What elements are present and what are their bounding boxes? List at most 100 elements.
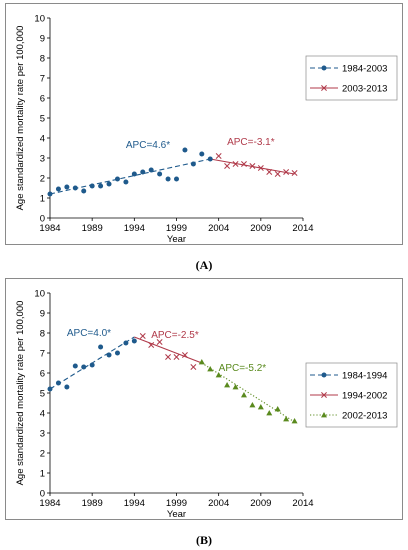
data-point-1994-2002 bbox=[190, 364, 197, 370]
data-point-1984-2003 bbox=[157, 171, 163, 177]
x-tick-label: 2014 bbox=[292, 498, 313, 509]
data-point-2002-2013 bbox=[224, 382, 231, 388]
data-point-1984-2003 bbox=[114, 176, 120, 182]
x-axis-label: Year bbox=[167, 234, 186, 244]
x-tick-label: 1999 bbox=[166, 498, 187, 509]
data-point-1984-2003 bbox=[182, 147, 188, 153]
y-tick-label: 7 bbox=[40, 349, 45, 360]
data-point-1984-1994 bbox=[72, 363, 78, 369]
legend-marker-2002-2013 bbox=[321, 412, 327, 418]
data-point-1984-1994 bbox=[81, 364, 87, 370]
caption-a: (A) bbox=[195, 258, 213, 272]
data-point-2002-2013 bbox=[232, 384, 239, 390]
legend-marker-2003-2013 bbox=[321, 85, 327, 91]
y-tick-label: 3 bbox=[40, 429, 45, 440]
y-tick-label: 0 bbox=[40, 214, 45, 225]
data-point-1984-2003 bbox=[55, 186, 61, 192]
x-tick-label: 2004 bbox=[208, 223, 229, 234]
data-point-2002-2013 bbox=[240, 392, 247, 398]
x-tick-label: 1994 bbox=[124, 498, 145, 509]
legend-entry-2002-2013: 2002-2013 bbox=[342, 411, 387, 422]
trend-line-1994-2002 bbox=[134, 336, 202, 364]
x-tick-label: 1984 bbox=[39, 223, 60, 234]
x-axis-label: Year bbox=[167, 509, 186, 519]
data-point-1984-2003 bbox=[190, 161, 196, 167]
trend-line-2002-2013 bbox=[201, 362, 295, 423]
data-point-1984-1994 bbox=[64, 384, 70, 390]
data-point-1984-1994 bbox=[98, 344, 104, 350]
x-tick-label: 1989 bbox=[82, 223, 103, 234]
data-point-2003-2013 bbox=[266, 169, 273, 175]
y-tick-label: 2 bbox=[40, 449, 45, 460]
y-axis-label: Age standardized mortality rate per 100,… bbox=[15, 26, 26, 211]
data-point-1984-2003 bbox=[123, 179, 129, 185]
data-point-2003-2013 bbox=[215, 153, 222, 159]
y-tick-label: 0 bbox=[40, 489, 45, 500]
data-point-2003-2013 bbox=[283, 169, 290, 175]
data-point-2003-2013 bbox=[232, 161, 239, 167]
data-point-2003-2013 bbox=[257, 165, 264, 171]
x-tick-label: 2004 bbox=[208, 498, 229, 509]
y-tick-label: 6 bbox=[40, 94, 45, 105]
data-point-2003-2013 bbox=[241, 161, 247, 167]
y-tick-label: 10 bbox=[34, 289, 45, 300]
x-tick-label: 1999 bbox=[166, 223, 187, 234]
y-tick-label: 4 bbox=[40, 134, 45, 145]
apc-annotation: APC=-3.1* bbox=[227, 137, 275, 148]
x-tick-label: 1994 bbox=[124, 223, 145, 234]
apc-annotation: APC=4.0* bbox=[67, 328, 111, 339]
data-point-2002-2013 bbox=[257, 404, 264, 410]
x-tick-label: 1989 bbox=[82, 498, 103, 509]
y-tick-label: 8 bbox=[40, 329, 45, 340]
data-point-2002-2013 bbox=[198, 359, 205, 365]
data-point-1984-1994 bbox=[123, 340, 129, 346]
legend-box bbox=[305, 55, 398, 101]
x-tick-label: 1984 bbox=[39, 498, 60, 509]
data-point-2002-2013 bbox=[215, 372, 222, 378]
data-point-1994-2002 bbox=[139, 333, 146, 339]
x-tick-label: 2014 bbox=[292, 223, 313, 234]
y-tick-label: 7 bbox=[40, 74, 45, 85]
data-point-2002-2013 bbox=[291, 418, 298, 424]
y-tick-label: 1 bbox=[40, 194, 45, 205]
y-tick-label: 2 bbox=[40, 174, 45, 185]
data-point-2002-2013 bbox=[249, 402, 256, 408]
data-point-1984-1994 bbox=[106, 352, 112, 358]
legend-entry-1984-2003: 1984-2003 bbox=[342, 64, 387, 75]
y-tick-label: 10 bbox=[34, 14, 45, 25]
data-point-2002-2013 bbox=[274, 406, 281, 412]
x-tick-label: 2009 bbox=[250, 498, 271, 509]
data-point-1984-2003 bbox=[89, 183, 95, 189]
data-point-2003-2013 bbox=[291, 170, 298, 176]
legend-marker-1984-1994 bbox=[321, 372, 327, 378]
legend-marker-1984-2003 bbox=[321, 65, 327, 71]
y-axis-label: Age standardized mortality rate per 100,… bbox=[15, 301, 26, 486]
data-point-1984-2003 bbox=[81, 188, 87, 194]
x-tick-label: 2009 bbox=[250, 223, 271, 234]
chart-b: 0 1 2 3 4 5 6 7 8 9 10 1984 1989 1994 1999 2004 2009 2014… bbox=[15, 289, 398, 519]
chart-a: 0 1 2 3 4 5 6 7 8 9 10 1984 1989 1994 1999 2004 2009 2014… bbox=[15, 14, 398, 244]
legend-entry-2003-2013: 2003-2013 bbox=[342, 84, 387, 95]
y-tick-label: 9 bbox=[40, 34, 45, 45]
data-point-2002-2013 bbox=[266, 410, 273, 416]
caption-b: (B) bbox=[196, 533, 212, 547]
apc-annotation: APC=4.6* bbox=[126, 140, 170, 151]
data-point-2002-2013 bbox=[207, 366, 214, 372]
data-point-1994-2002 bbox=[148, 342, 155, 348]
data-point-1994-2002 bbox=[156, 339, 163, 345]
legend-entry-1984-1994: 1984-1994 bbox=[342, 371, 387, 382]
data-point-1984-1994 bbox=[89, 362, 95, 368]
data-point-1984-2003 bbox=[174, 176, 179, 182]
legend: 1984-2003 2003-2013 bbox=[305, 55, 398, 101]
y-tick-label: 3 bbox=[40, 154, 45, 165]
data-point-1994-2002 bbox=[165, 354, 172, 360]
y-tick-label: 8 bbox=[40, 54, 45, 65]
legend-marker-1994-2002 bbox=[321, 392, 327, 398]
data-point-1984-2003 bbox=[207, 156, 213, 162]
data-point-1984-2003 bbox=[140, 169, 146, 175]
y-tick-label: 6 bbox=[40, 369, 45, 380]
data-point-1984-1994 bbox=[131, 338, 137, 344]
legend-entry-1994-2002: 1994-2002 bbox=[342, 391, 387, 402]
data-point-1984-2003 bbox=[98, 183, 104, 189]
y-tick-label: 1 bbox=[40, 469, 45, 480]
